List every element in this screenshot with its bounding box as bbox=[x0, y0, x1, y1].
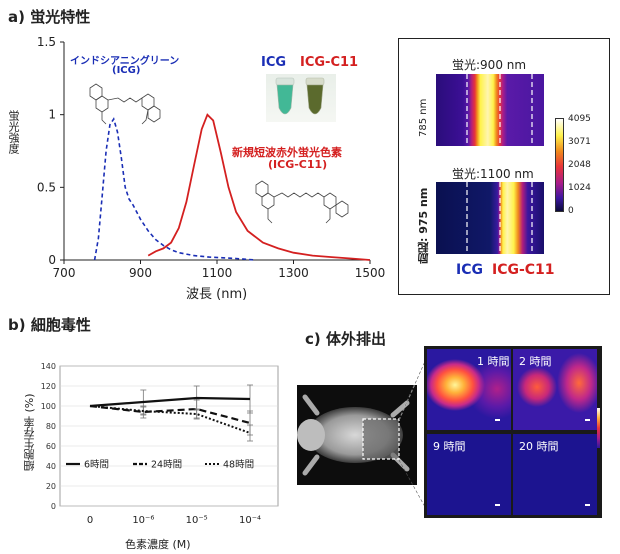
imaging-label-icg-c11: ICG-C11 bbox=[492, 262, 555, 278]
y-tick-label: 20 bbox=[46, 482, 56, 491]
icg-abbr: (ICG) bbox=[112, 65, 141, 76]
y-tick-label: 40 bbox=[46, 462, 56, 471]
scale-bar bbox=[495, 504, 500, 506]
spectrum-y-label: 蛍光強度 bbox=[7, 110, 20, 154]
fluorescence-image-900nm bbox=[436, 74, 544, 146]
x-tick-label: 10⁻⁴ bbox=[239, 515, 261, 526]
series-line bbox=[89, 404, 251, 425]
legend-label: 6時間 bbox=[84, 460, 109, 471]
legend-label: 48時間 bbox=[223, 460, 254, 471]
imaging-frame bbox=[398, 38, 610, 295]
y-tick-label: 0 bbox=[51, 502, 56, 511]
ir-time-label-9h: 9 時間 bbox=[433, 440, 466, 453]
legend-label: 24時間 bbox=[151, 460, 182, 471]
ir-image-9h: 9 時間 bbox=[427, 434, 511, 515]
viability-y-label: 細胞生存率 (%) bbox=[23, 393, 36, 471]
colorbar-tick-3071: 3071 bbox=[568, 137, 591, 147]
series-line bbox=[89, 396, 251, 408]
viability-chart: 0 20 40 60 80 100 120 140 0 10⁻⁶ 10⁻⁵ 10⁻⁴ 6時間 24時間 4… bbox=[41, 362, 279, 526]
y-tick-label: 1 bbox=[48, 108, 56, 122]
ir-image-grid: 1 時間 2 時間 9 時間 20 時間 bbox=[424, 346, 602, 518]
scale-bar bbox=[585, 504, 590, 506]
vial-label-icg-c11: ICG-C11 bbox=[300, 55, 359, 70]
colorbar-tick-2048: 2048 bbox=[568, 160, 591, 170]
panel-b-heading: b) 細胞毒性 bbox=[8, 316, 91, 334]
ir-time-label-2h: 2 時間 bbox=[519, 355, 552, 368]
y-tick-label: 0.5 bbox=[37, 180, 56, 194]
x-tick-label: 10⁻⁵ bbox=[186, 515, 208, 526]
imaging-title-1100: 蛍光:1100 nm bbox=[452, 167, 534, 181]
mouse-photo bbox=[297, 385, 417, 485]
ir-time-label-1h: 1 時間 bbox=[477, 355, 510, 368]
series-line bbox=[89, 405, 251, 434]
imaging-title-900: 蛍光:900 nm bbox=[452, 58, 527, 72]
viability-x-label: 色素濃度 (M) bbox=[125, 538, 191, 551]
ir-image-1h: 1 時間 bbox=[427, 349, 511, 430]
y-tick-label: 0 bbox=[48, 253, 56, 267]
icg-c11-structure-diagram bbox=[255, 180, 349, 224]
scale-bar bbox=[585, 419, 590, 421]
scale-bar bbox=[495, 419, 500, 421]
x-tick-label: 1500 bbox=[355, 266, 386, 280]
x-tick-label: 1300 bbox=[278, 266, 309, 280]
fluorescence-image-1100nm bbox=[436, 182, 544, 254]
y-tick-label: 1.5 bbox=[37, 35, 56, 49]
icg-name: インドシアニングリーン bbox=[70, 56, 180, 67]
panel-c-heading: c) 体外排出 bbox=[305, 330, 386, 348]
new-dye-name: 新規短波赤外蛍光色素 bbox=[232, 146, 342, 159]
ir-time-label-20h: 20 時間 bbox=[519, 440, 559, 453]
series-icg-c11-line bbox=[147, 113, 371, 261]
zoom-connector-lines bbox=[398, 349, 431, 517]
panel-a-heading: a) 蛍光特性 bbox=[8, 8, 91, 26]
x-tick-label: 1100 bbox=[202, 266, 233, 280]
imaging-label-icg: ICG bbox=[456, 262, 483, 278]
vial-photo bbox=[266, 74, 336, 122]
colorbar-tick-0: 0 bbox=[568, 206, 574, 216]
imaging-row-label-975: 励起: 975 nm bbox=[417, 187, 430, 265]
y-tick-label: 140 bbox=[41, 362, 56, 371]
icg-structure-diagram bbox=[89, 83, 161, 125]
colorbar-tick-4095: 4095 bbox=[568, 114, 591, 124]
spectrum-x-label: 波長 (nm) bbox=[186, 287, 248, 302]
colorbar bbox=[555, 118, 564, 212]
ir-image-2h: 2 時間 bbox=[513, 349, 597, 430]
new-dye-abbr: (ICG-C11) bbox=[268, 158, 328, 171]
spectrum-chart: 700 900 1100 1300 1500 0 0.5 1 1.5 bbox=[37, 35, 386, 280]
ir-image-20h: 20 時間 bbox=[513, 434, 597, 515]
imaging-row-label-785: 785 nm bbox=[418, 98, 429, 138]
ir-colorbar bbox=[597, 408, 600, 448]
vial-label-icg: ICG bbox=[261, 55, 287, 70]
y-tick-label: 120 bbox=[41, 382, 56, 391]
y-tick-label: 60 bbox=[46, 442, 56, 451]
y-tick-label: 100 bbox=[41, 402, 56, 411]
x-tick-label: 700 bbox=[53, 266, 76, 280]
x-tick-label: 10⁻⁶ bbox=[132, 515, 154, 526]
plot-frame bbox=[59, 365, 279, 507]
colorbar-tick-1024: 1024 bbox=[568, 183, 591, 193]
x-tick-label: 900 bbox=[129, 266, 152, 280]
series-icg-line bbox=[93, 117, 256, 261]
x-tick-label: 0 bbox=[87, 515, 93, 526]
y-tick-label: 80 bbox=[46, 422, 56, 431]
